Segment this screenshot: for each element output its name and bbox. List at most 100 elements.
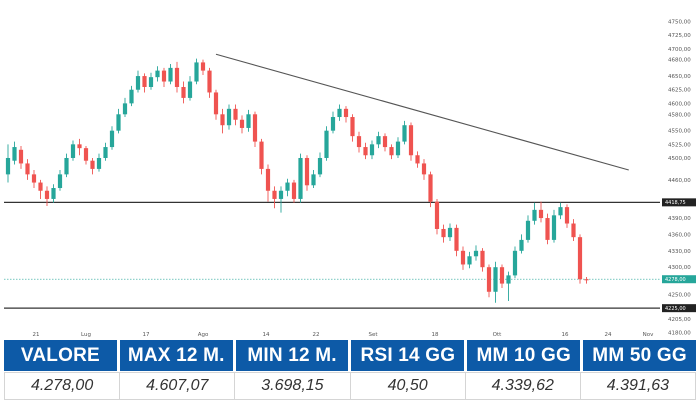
- candle-body: [428, 174, 433, 202]
- header-rsi-14gg: RSI 14 GG: [351, 340, 465, 371]
- candle-body: [83, 148, 89, 161]
- header-mm-10gg: MM 10 GG: [467, 340, 581, 371]
- candle-body: [415, 155, 420, 164]
- candle-body: [278, 190, 284, 199]
- value-rsi-14gg: 40,50: [351, 373, 466, 399]
- candle-body: [337, 108, 342, 118]
- y-tick-label: 4525,00: [668, 142, 691, 148]
- candle-body: [408, 125, 414, 156]
- header-mm-50gg: MM 50 GG: [583, 340, 696, 371]
- candle-body: [174, 67, 180, 87]
- x-tick-label: 24: [605, 332, 612, 338]
- candle-body: [545, 218, 550, 240]
- y-tick-label: 4650,00: [668, 74, 691, 80]
- candle-body: [291, 182, 297, 199]
- x-tick-label: Lug: [81, 332, 91, 338]
- y-tick-label: 4500,00: [668, 156, 691, 162]
- y-axis: 4750,00 4725,00 4700,00 4680,00 4650,00 4625,…: [668, 19, 691, 336]
- candle-body: [395, 141, 401, 156]
- candle-body: [226, 108, 232, 126]
- chart-lines: [4, 53, 660, 309]
- y-tick-label: 4180,00: [668, 331, 691, 337]
- stats-table: VALORE MAX 12 M. MIN 12 M. RSI 14 GG MM …: [0, 340, 700, 400]
- value-mm-50gg: 4.391,63: [606, 377, 670, 394]
- candle-body: [246, 114, 251, 128]
- price-label-box: [662, 198, 696, 207]
- candle-body: [506, 275, 511, 284]
- candle-body: [90, 160, 95, 169]
- header-max-12m: MAX 12 M.: [119, 340, 233, 371]
- candle-body: [304, 157, 310, 186]
- price-label: 4278,00: [665, 277, 686, 283]
- candle-body: [220, 114, 225, 126]
- price-label: 4225,00: [665, 306, 686, 312]
- candle-body: [343, 108, 349, 118]
- candle-body: [311, 174, 316, 186]
- value-mm-10gg: 4.339,62: [466, 373, 581, 399]
- candle-body: [317, 157, 323, 175]
- candle-body: [577, 237, 583, 280]
- y-tick-label: 4680,00: [668, 58, 691, 64]
- candle-body: [493, 267, 498, 292]
- price-labels: 4418,75 4278,00 4225,00: [662, 198, 696, 313]
- candle-body: [298, 157, 303, 199]
- candle-body: [434, 201, 440, 229]
- candle-body: [324, 130, 329, 158]
- candle-body: [447, 227, 453, 238]
- candle-body: [382, 136, 388, 148]
- candle-body: [350, 117, 355, 137]
- x-tick-label: 14: [263, 332, 270, 338]
- candle-body: [389, 147, 394, 156]
- candle-body: [148, 77, 154, 87]
- candle-body: [233, 108, 238, 120]
- candle-body: [512, 250, 518, 276]
- candle-body: [252, 114, 258, 142]
- candle-body: [109, 130, 115, 148]
- candle-body: [135, 76, 141, 90]
- price-label-box: [662, 275, 696, 284]
- trendline: [215, 53, 629, 171]
- value-min-12m: 3.698,15: [235, 373, 351, 399]
- candle-body: [558, 207, 563, 216]
- candle-body: [363, 147, 368, 156]
- candle-body: [5, 157, 11, 175]
- y-tick-label: 4625,00: [668, 88, 691, 94]
- x-tick-label: 18: [432, 332, 439, 338]
- candle-body: [168, 67, 173, 82]
- candle-body: [129, 89, 134, 104]
- candle-body: [551, 215, 557, 240]
- candle-body: [142, 76, 147, 87]
- x-tick-label: Ott: [493, 332, 502, 338]
- x-tick-label: 21: [33, 332, 40, 338]
- y-tick-label: 4700,00: [668, 47, 691, 53]
- candle-body: [12, 147, 17, 161]
- candle-body: [44, 190, 50, 199]
- candle-body: [473, 250, 479, 257]
- x-tick-label: Nov: [643, 332, 654, 338]
- candle-body: [213, 92, 219, 115]
- x-tick-label: Set: [368, 332, 378, 338]
- candle-body: [18, 149, 24, 164]
- value-max-12m: 4.607,07: [120, 373, 236, 399]
- candle-body: [239, 119, 245, 128]
- candle-body: [402, 125, 407, 142]
- y-tick-label: 4250,00: [668, 293, 691, 299]
- candle-body: [460, 250, 466, 265]
- candle-body: [259, 141, 264, 169]
- header-valore: VALORE: [4, 340, 117, 371]
- y-tick-label: 4580,00: [668, 112, 691, 118]
- y-tick-label: 4390,00: [668, 216, 691, 222]
- candle-body: [525, 220, 531, 240]
- candle-body: [194, 62, 199, 82]
- candle-body: [421, 163, 427, 175]
- value-valore: 4.278,00: [5, 373, 121, 399]
- candle-body: [96, 157, 102, 169]
- x-tick-label: Ago: [198, 332, 209, 338]
- candle-body: [441, 228, 446, 238]
- candle-body: [532, 209, 537, 221]
- candle-body: [122, 103, 128, 115]
- candle-body: [51, 188, 56, 199]
- candle-body: [330, 117, 336, 131]
- candle-body: [480, 250, 485, 268]
- candle-body: [499, 267, 505, 284]
